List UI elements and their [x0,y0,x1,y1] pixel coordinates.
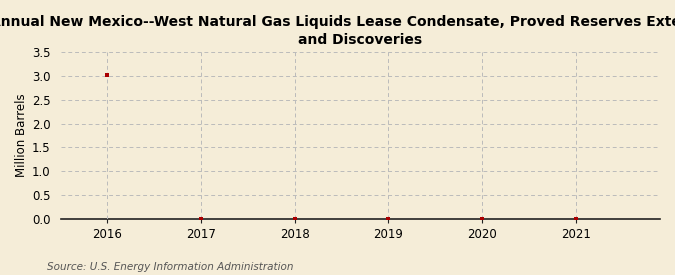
Y-axis label: Million Barrels: Million Barrels [15,94,28,177]
Title: Annual New Mexico--West Natural Gas Liquids Lease Condensate, Proved Reserves Ex: Annual New Mexico--West Natural Gas Liqu… [0,15,675,47]
Text: Source: U.S. Energy Information Administration: Source: U.S. Energy Information Administ… [47,262,294,272]
